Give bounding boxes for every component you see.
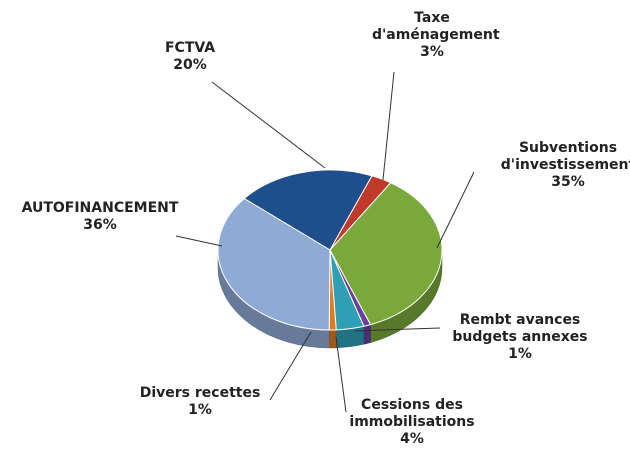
leader-line bbox=[382, 71, 395, 181]
slice bbox=[329, 182, 443, 326]
leader-line bbox=[269, 331, 312, 401]
slice-value: 20% bbox=[173, 57, 207, 73]
slice-value: 1% bbox=[188, 402, 212, 418]
slice-name: Rembt avances budgets annexes bbox=[452, 312, 588, 345]
slice-label: Divers recettes 1% bbox=[120, 385, 280, 419]
slice-label: Taxe d'aménagement 3% bbox=[372, 10, 500, 61]
slice bbox=[243, 169, 373, 251]
leader-line bbox=[436, 171, 475, 249]
slice-label: Subventions d'investissement 35% bbox=[498, 140, 630, 191]
slice-label: FCTVA 20% bbox=[130, 40, 250, 74]
slice-value: 4% bbox=[400, 431, 424, 447]
slice-name: FCTVA bbox=[164, 40, 216, 56]
slice-name: AUTOFINANCEMENT bbox=[21, 200, 179, 216]
slice-label: Cessions des immobilisations 4% bbox=[342, 397, 482, 448]
leader-line bbox=[211, 81, 326, 169]
slice-value: 36% bbox=[83, 217, 117, 233]
slice-name: Taxe d'aménagement bbox=[372, 10, 500, 43]
slice-label: AUTOFINANCEMENT 36% bbox=[5, 200, 195, 234]
slice-value: 3% bbox=[420, 44, 444, 60]
leader-line bbox=[175, 235, 223, 247]
leader-line bbox=[335, 336, 347, 413]
slice-side bbox=[328, 329, 337, 349]
leader-line bbox=[353, 327, 441, 332]
slice bbox=[217, 197, 331, 331]
slice-side bbox=[363, 324, 371, 345]
slice-name: Cessions des immobilisations bbox=[349, 397, 475, 430]
slice-value: 1% bbox=[508, 346, 532, 362]
slice-name: Subventions d'investissement bbox=[500, 140, 630, 173]
slice-name: Divers recettes bbox=[139, 385, 261, 401]
slice-value: 35% bbox=[551, 174, 585, 190]
slice-label: Rembt avances budgets annexes 1% bbox=[445, 312, 595, 363]
